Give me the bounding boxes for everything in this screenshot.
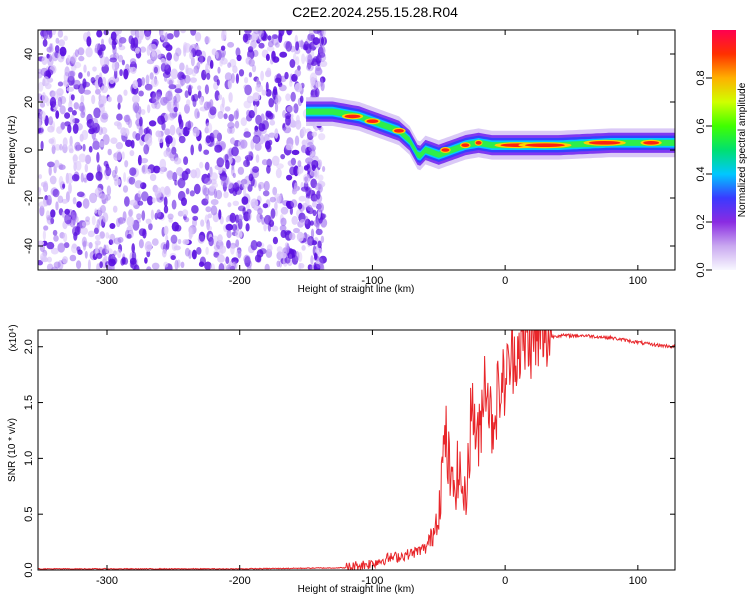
spectrogram-y-label: Frequency (Hz): [7, 116, 18, 185]
spectrogram-y-tick-label-0: -40: [23, 238, 35, 254]
ridge-band-green: [306, 108, 675, 159]
spectrogram-x-label: Height of straight line (km): [298, 284, 415, 295]
ridge-core-red-5: [475, 141, 482, 145]
snr-x-tick-label-2: -100: [361, 575, 383, 587]
colorbar-tick-label-4: 0.8: [695, 70, 707, 85]
snr-x-tick-label-1: -200: [229, 575, 251, 587]
colorbar-tick-label-1: 0.2: [695, 214, 707, 229]
snr-y-tick-label-4: 2.0: [23, 339, 35, 354]
colorbar-gradient: [712, 30, 736, 270]
snr-panel: -300 -200 -100 0 100 0.0 0.5 1.0 1.5 2.0 Height …: [7, 324, 676, 595]
colorbar-tick-label-3: 0.6: [695, 118, 707, 133]
ridge-core-red-8: [588, 141, 621, 145]
ridge-core-red-0: [344, 114, 361, 119]
colorbar: 0.0 0.2 0.4 0.6 0.8 Normalized spectral ampl…: [695, 30, 748, 278]
snr-y-tick-label-1: 0.5: [23, 507, 35, 522]
spectrogram-y-ticks: -40 -20 0 20 40: [23, 48, 675, 254]
spectrogram-y-tick-label-4: 40: [23, 48, 35, 60]
colorbar-label: Normalized spectral amplitude: [737, 82, 748, 217]
snr-x-label: Height of straight line (km): [298, 584, 415, 595]
spectrogram-y-tick-label-1: -20: [23, 190, 35, 206]
spectrogram-noise: [38, 30, 328, 270]
figure-title: C2E2.2024.255.15.28.R04: [292, 4, 458, 20]
spectrogram-x-tick-label-1: -200: [229, 275, 251, 287]
colorbar-tick-label-2: 0.4: [695, 166, 707, 181]
spectrogram-x-tick-label-2: -100: [361, 275, 383, 287]
ridge-core-red-7: [525, 143, 565, 147]
spectrogram-x-tick-label-0: -300: [96, 275, 118, 287]
snr-x-tick-label-4: 100: [629, 575, 647, 587]
snr-x-tick-label-0: -300: [96, 575, 118, 587]
ridge-core-red-2: [393, 129, 404, 133]
snr-frame: [37, 329, 676, 571]
snr-y-label: SNR (10 * v/v): [7, 418, 18, 482]
colorbar-ticks: 0.0 0.2 0.4 0.6 0.8: [695, 70, 712, 278]
ridge-core-red-3: [441, 148, 450, 152]
colorbar-tick-label-0: 0.0: [695, 262, 707, 277]
snr-plot-area: [38, 330, 675, 570]
ridge-core-red-9: [643, 141, 660, 145]
spectrogram-x-tick-label-4: 100: [629, 275, 647, 287]
ridge-hot-cores: [341, 113, 662, 153]
snr-y-tick-label-3: 1.5: [23, 395, 35, 410]
ridge-core-red-1: [366, 119, 379, 123]
snr-series-line: [38, 330, 675, 570]
snr-y-ticks: 0.0 0.5 1.0 1.5 2.0: [23, 339, 675, 578]
snr-multiplier: (x10⁴): [8, 324, 19, 351]
spectrogram-heatmap: [38, 30, 675, 270]
spectrogram-x-ticks: -300 -200 -100 0 100: [96, 30, 647, 287]
spectrogram-y-tick-label-2: 0: [23, 147, 35, 153]
spectrogram-x-tick-label-3: 0: [502, 275, 508, 287]
spectrogram-y-tick-label-3: 20: [23, 96, 35, 108]
snr-x-ticks: -300 -200 -100 0 100: [96, 330, 647, 587]
snr-x-tick-label-3: 0: [502, 575, 508, 587]
snr-y-tick-label-2: 1.0: [23, 451, 35, 466]
ridge-core-red-4: [461, 143, 470, 147]
snr-y-tick-label-0: 0.0: [23, 562, 35, 577]
